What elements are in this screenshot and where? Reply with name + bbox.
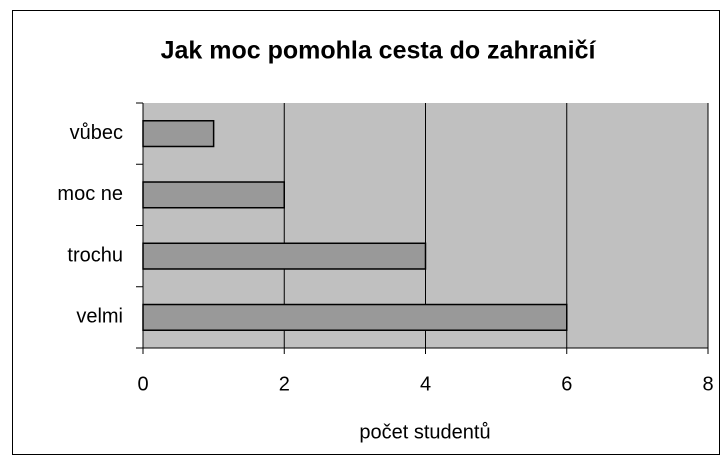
x-tick-label: 2: [279, 373, 290, 395]
x-tick-label: 6: [561, 373, 572, 395]
bar: [142, 303, 568, 331]
x-axis-label: počet studentů: [359, 421, 490, 443]
chart-title: Jak moc pomohla cesta do zahraničí: [161, 37, 597, 65]
bar: [142, 181, 285, 209]
y-tick-label: moc ne: [57, 183, 123, 205]
y-tick-label: vůbec: [70, 122, 123, 144]
y-tick-label: trochu: [67, 244, 123, 266]
bar: [142, 120, 215, 148]
x-tick-label: 4: [420, 373, 431, 395]
y-tick-label: velmi: [76, 306, 123, 328]
x-tick-label: 0: [137, 373, 148, 395]
x-tick-label: 8: [702, 373, 713, 395]
bar: [142, 242, 427, 270]
